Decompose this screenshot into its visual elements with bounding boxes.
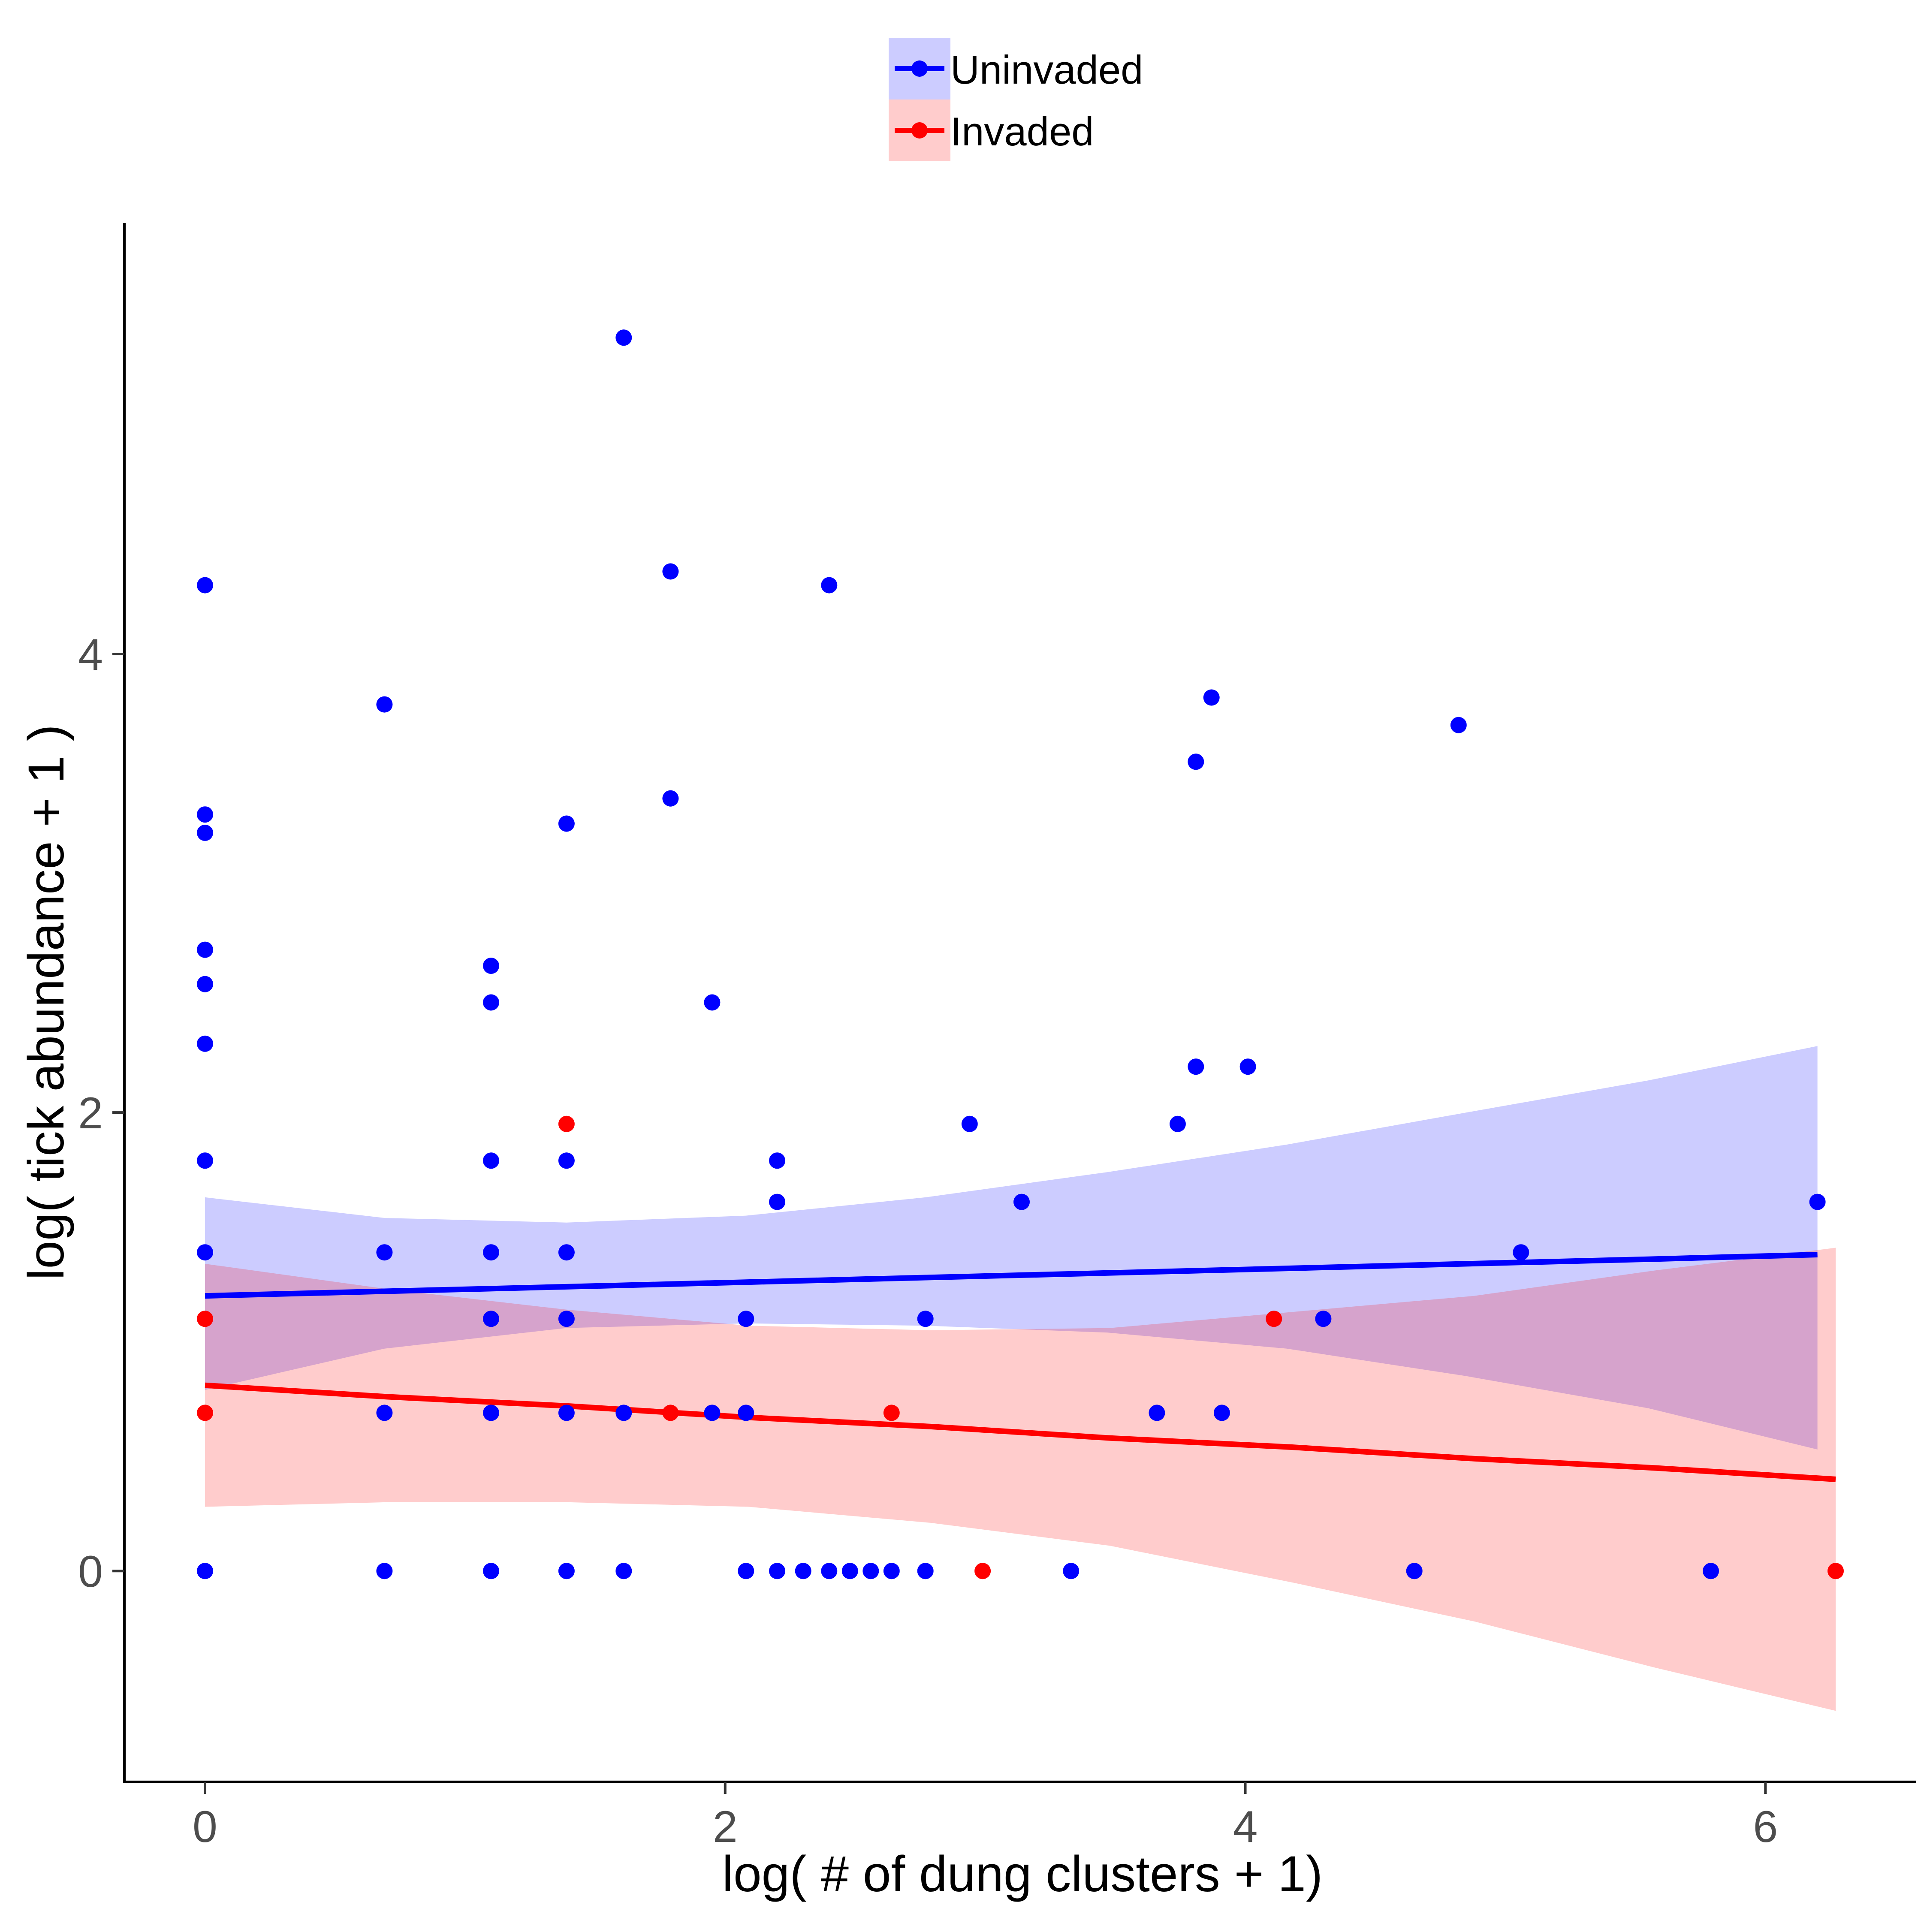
data-point-uninvaded: [483, 994, 499, 1011]
data-point-uninvaded: [483, 958, 499, 974]
data-point-uninvaded: [197, 577, 213, 594]
data-point-uninvaded: [961, 1115, 978, 1132]
data-point-uninvaded: [558, 1563, 575, 1579]
confidence-bands: [205, 1046, 1836, 1711]
legend-label-uninvaded: Uninvaded: [950, 47, 1143, 92]
x-tick-label: 4: [1233, 1802, 1258, 1852]
data-point-uninvaded: [558, 1311, 575, 1327]
data-point-uninvaded: [197, 1244, 213, 1261]
data-point-uninvaded: [1703, 1563, 1719, 1579]
data-point-uninvaded: [795, 1563, 811, 1579]
y-axis-ticks: 0 2 4: [78, 630, 124, 1597]
data-point-uninvaded: [704, 1405, 721, 1421]
data-point-uninvaded: [197, 976, 213, 992]
data-point-uninvaded: [769, 1194, 785, 1210]
data-point-uninvaded: [704, 994, 721, 1011]
legend-key-point-uninvaded: [911, 60, 928, 77]
data-point-uninvaded: [1213, 1405, 1230, 1421]
data-point-uninvaded: [615, 1405, 632, 1421]
data-point-uninvaded: [197, 1035, 213, 1052]
x-axis-title: log( # of dung clusters + 1): [722, 1846, 1323, 1902]
data-point-uninvaded: [738, 1311, 754, 1327]
data-point-invaded: [197, 1311, 213, 1327]
data-point-uninvaded: [738, 1563, 754, 1579]
data-point-uninvaded: [483, 1152, 499, 1169]
data-point-invaded: [662, 1405, 679, 1421]
confidence-band-invaded: [205, 1248, 1836, 1711]
axes: [123, 223, 1916, 1783]
data-point-uninvaded: [1063, 1563, 1080, 1579]
data-point-uninvaded: [558, 1405, 575, 1421]
data-point-uninvaded: [376, 1405, 393, 1421]
data-points: [197, 329, 1844, 1579]
data-point-uninvaded: [483, 1405, 499, 1421]
data-point-uninvaded: [1809, 1194, 1826, 1210]
data-point-uninvaded: [917, 1311, 934, 1327]
data-point-uninvaded: [883, 1563, 900, 1579]
x-tick-label: 0: [193, 1802, 217, 1852]
data-point-invaded: [558, 1115, 575, 1132]
data-point-uninvaded: [197, 806, 213, 823]
x-tick-label: 6: [1753, 1802, 1778, 1852]
data-point-invaded: [883, 1405, 900, 1421]
data-point-uninvaded: [862, 1563, 879, 1579]
data-point-uninvaded: [1149, 1405, 1165, 1421]
data-point-uninvaded: [615, 329, 632, 346]
fit-lines: [205, 1252, 1836, 1482]
data-point-uninvaded: [376, 696, 393, 713]
data-point-uninvaded: [1188, 1058, 1204, 1075]
fit-line-invaded: [205, 1382, 1836, 1482]
data-point-uninvaded: [483, 1244, 499, 1261]
legend: Uninvaded Invaded: [889, 38, 1143, 161]
data-point-uninvaded: [1315, 1311, 1332, 1327]
legend-key-point-invaded: [911, 122, 928, 139]
data-point-uninvaded: [558, 815, 575, 832]
data-point-uninvaded: [1188, 754, 1204, 770]
data-point-uninvaded: [1239, 1058, 1256, 1075]
data-point-uninvaded: [662, 563, 679, 580]
data-point-uninvaded: [615, 1563, 632, 1579]
y-tick-label: 4: [78, 630, 103, 680]
fit-line-uninvaded: [205, 1252, 1818, 1299]
y-tick-label: 2: [78, 1088, 103, 1138]
data-point-uninvaded: [376, 1244, 393, 1261]
data-point-invaded: [974, 1563, 991, 1579]
data-point-uninvaded: [769, 1152, 785, 1169]
y-tick-label: 0: [78, 1547, 103, 1597]
data-point-uninvaded: [483, 1563, 499, 1579]
data-point-uninvaded: [1013, 1194, 1030, 1210]
data-point-uninvaded: [841, 1563, 858, 1579]
data-point-uninvaded: [1450, 717, 1467, 733]
data-point-uninvaded: [483, 1311, 499, 1327]
data-point-uninvaded: [558, 1244, 575, 1261]
data-point-uninvaded: [1406, 1563, 1423, 1579]
data-point-uninvaded: [1203, 689, 1220, 706]
data-point-uninvaded: [197, 1152, 213, 1169]
data-point-uninvaded: [376, 1563, 393, 1579]
data-point-uninvaded: [662, 790, 679, 807]
data-point-uninvaded: [197, 941, 213, 958]
data-point-invaded: [1827, 1563, 1844, 1579]
data-point-uninvaded: [197, 824, 213, 841]
data-point-uninvaded: [1169, 1115, 1186, 1132]
confidence-band-uninvaded: [205, 1046, 1818, 1450]
data-point-uninvaded: [197, 1563, 213, 1579]
data-point-uninvaded: [821, 577, 838, 594]
data-point-uninvaded: [1513, 1244, 1529, 1261]
x-tick-label: 2: [713, 1802, 738, 1852]
data-point-uninvaded: [917, 1563, 934, 1579]
data-point-invaded: [197, 1405, 213, 1421]
data-point-uninvaded: [558, 1152, 575, 1169]
x-axis-ticks: 0 2 4 6: [193, 1782, 1778, 1852]
data-point-uninvaded: [821, 1563, 838, 1579]
data-point-uninvaded: [738, 1405, 754, 1421]
legend-label-invaded: Invaded: [950, 109, 1094, 154]
data-point-uninvaded: [769, 1563, 785, 1579]
y-axis-title: log( tick abundance + 1 ): [18, 724, 75, 1280]
data-point-invaded: [1266, 1311, 1282, 1327]
